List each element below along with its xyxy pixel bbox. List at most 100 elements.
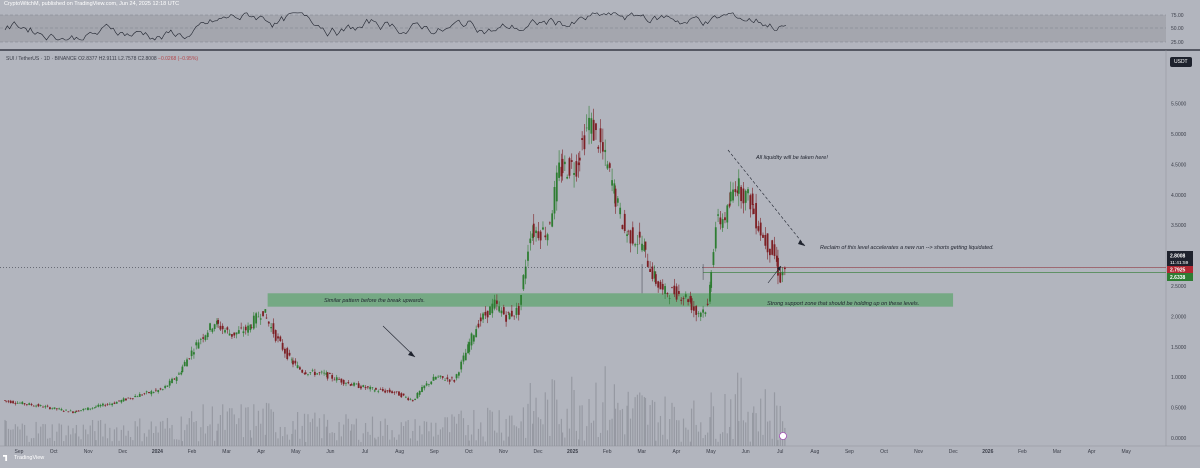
candle-body xyxy=(717,214,719,216)
volume-bar xyxy=(74,433,76,446)
candle-body xyxy=(448,379,451,382)
candle-body xyxy=(561,158,564,174)
volume-bar xyxy=(549,435,551,446)
candle-body xyxy=(296,365,299,369)
volume-bar xyxy=(632,408,634,446)
volume-bar xyxy=(444,417,446,446)
candle-body xyxy=(84,408,87,410)
volume-bar xyxy=(369,434,371,446)
event-marker-icon[interactable] xyxy=(779,432,787,440)
candle-body xyxy=(777,257,779,276)
candle-body xyxy=(455,374,458,379)
volume-bar xyxy=(127,430,129,446)
volume-bar xyxy=(245,407,247,446)
time-tick-label: Nov xyxy=(914,449,923,455)
volume-bar xyxy=(250,437,253,446)
volume-bar xyxy=(91,420,94,446)
candle-body xyxy=(418,390,421,395)
volume-bar xyxy=(70,434,72,446)
candle-body xyxy=(32,405,35,407)
candle-body xyxy=(414,398,416,400)
volume-bar xyxy=(72,428,74,446)
volume-bar xyxy=(465,435,467,446)
candle-body xyxy=(425,383,428,386)
volume-bar xyxy=(629,418,632,446)
candle-body xyxy=(301,369,304,373)
currency-badge[interactable]: USDT xyxy=(1170,57,1192,67)
candle-body xyxy=(712,252,715,266)
candle-body xyxy=(495,300,498,304)
volume-bar xyxy=(522,407,524,446)
candle-body xyxy=(175,377,178,381)
volume-bar xyxy=(409,438,412,446)
candle-body xyxy=(411,400,414,402)
volume-bar xyxy=(590,422,592,446)
candle-body xyxy=(247,325,249,333)
candle-body xyxy=(386,390,389,392)
volume-bar xyxy=(249,430,251,446)
volume-bar xyxy=(515,426,518,446)
volume-bar xyxy=(647,424,649,446)
volume-bar xyxy=(421,434,423,446)
candle-body xyxy=(744,190,747,203)
candle-body xyxy=(479,317,482,322)
candle-body xyxy=(371,387,374,389)
candle-body xyxy=(242,331,245,334)
volume-bar xyxy=(33,437,35,446)
candle-body xyxy=(5,400,8,402)
candle-body xyxy=(195,342,198,346)
candle-body xyxy=(136,396,139,398)
volume-bar xyxy=(678,420,680,446)
candle-body xyxy=(475,329,478,338)
candle-body xyxy=(470,333,473,346)
volume-bar xyxy=(35,421,37,446)
volume-bar xyxy=(314,412,316,446)
volume-bar xyxy=(400,422,402,446)
candle-body xyxy=(4,400,6,401)
time-tick-label: Sep xyxy=(845,449,854,455)
volume-bar xyxy=(700,422,702,446)
low-price-tag xyxy=(1167,273,1193,281)
candle-body xyxy=(508,313,511,320)
volume-bar xyxy=(654,401,656,446)
volume-bar xyxy=(291,433,293,446)
time-tick-label: Oct xyxy=(465,449,473,455)
candle-body xyxy=(209,323,211,331)
candle-body xyxy=(513,315,516,317)
time-tick-label: Jun xyxy=(326,449,334,455)
candle-body xyxy=(39,405,42,406)
volume-bar xyxy=(537,417,539,446)
volume-bar xyxy=(575,430,577,446)
candle-body xyxy=(62,411,65,412)
volume-bar xyxy=(217,423,219,446)
candle-body xyxy=(529,238,532,244)
candle-body xyxy=(235,332,238,335)
volume-bar xyxy=(120,429,122,446)
volume-bar xyxy=(296,412,299,446)
volume-bar xyxy=(505,419,507,446)
volume-bar xyxy=(773,392,776,446)
candle-body xyxy=(379,389,382,390)
candle-body xyxy=(342,379,345,385)
candle-body xyxy=(613,183,616,194)
candle-body xyxy=(421,387,423,393)
volume-bar xyxy=(513,425,515,446)
volume-bar xyxy=(56,431,58,446)
volume-bar xyxy=(166,417,169,446)
volume-bar xyxy=(581,405,583,446)
volume-bar xyxy=(202,404,204,446)
volume-bar xyxy=(292,421,294,446)
volume-bar xyxy=(264,434,266,446)
candle-body xyxy=(757,226,760,231)
volume-bar xyxy=(437,434,439,446)
candle-body xyxy=(357,383,360,388)
candle-body xyxy=(699,312,702,317)
volume-bar xyxy=(764,389,766,446)
candle-body xyxy=(316,373,319,375)
candle-body xyxy=(331,375,334,379)
time-tick-label: Oct xyxy=(50,449,58,455)
candle-body xyxy=(125,398,127,401)
volume-bar xyxy=(279,426,281,446)
candle-body xyxy=(347,382,350,384)
